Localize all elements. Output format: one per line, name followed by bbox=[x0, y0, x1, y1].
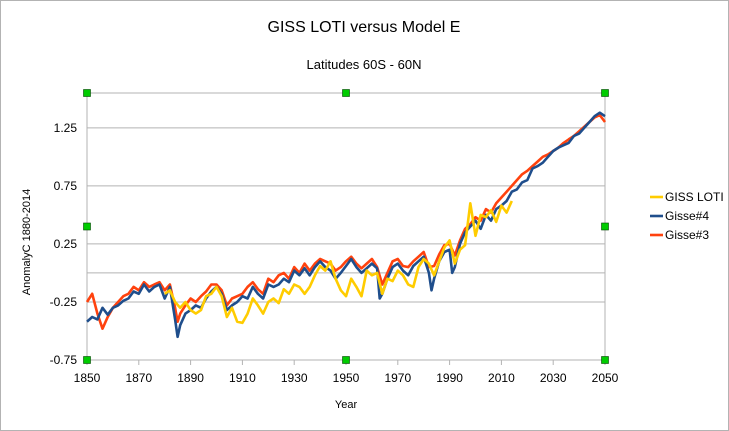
y-tick-label: 0.25 bbox=[54, 237, 78, 251]
y-tick-label: -0.75 bbox=[50, 353, 78, 367]
resize-handle[interactable] bbox=[601, 356, 609, 364]
legend-label: Gisse#3 bbox=[665, 228, 709, 242]
series-layer bbox=[85, 111, 607, 339]
series-line-gisse-4 bbox=[86, 111, 606, 339]
series-line-gisse-3 bbox=[85, 113, 607, 331]
resize-handle[interactable] bbox=[601, 89, 609, 97]
resize-handle[interactable] bbox=[342, 356, 350, 364]
x-tick-label: 1870 bbox=[125, 371, 152, 385]
chart-title: GISS LOTI versus Model E bbox=[268, 19, 461, 36]
x-tick-label: 1930 bbox=[281, 371, 308, 385]
series-line-giss-loti bbox=[163, 200, 513, 325]
resize-handle[interactable] bbox=[342, 89, 350, 97]
resize-handle[interactable] bbox=[601, 222, 609, 231]
x-tick-label: 2050 bbox=[592, 371, 619, 385]
y-tick-label: -0.25 bbox=[50, 295, 78, 309]
x-tick-label: 1890 bbox=[177, 371, 204, 385]
x-tick-label: 1850 bbox=[74, 371, 101, 385]
x-tick-label: 1970 bbox=[384, 371, 411, 385]
grid-lines bbox=[86, 92, 606, 365]
x-tick-labels: 1850 1870 1890 1910 1930 1950 1970 1990 2010 2030… bbox=[74, 371, 619, 385]
x-tick-label: 2030 bbox=[540, 371, 567, 385]
y-tick-labels: 1.25 0.75 0.25 -0.25 -0.75 bbox=[50, 121, 78, 367]
y-axis-title: AnomalyC 1880-2014 bbox=[21, 189, 33, 295]
y-tick-label: 1.25 bbox=[54, 121, 78, 135]
selection-handles[interactable] bbox=[83, 89, 609, 364]
resize-handle[interactable] bbox=[83, 356, 91, 364]
legend: GISS LOTI Gisse#4 Gisse#3 bbox=[650, 190, 724, 242]
x-tick-label: 1990 bbox=[436, 371, 463, 385]
x-tick-label: 2010 bbox=[488, 371, 515, 385]
chart-subtitle: Latitudes 60S - 60N bbox=[307, 57, 422, 72]
legend-label: GISS LOTI bbox=[665, 190, 724, 204]
legend-label: Gisse#4 bbox=[665, 209, 709, 223]
x-tick-label: 1910 bbox=[229, 371, 256, 385]
x-tick-label: 1950 bbox=[333, 371, 360, 385]
resize-handle[interactable] bbox=[83, 222, 91, 231]
x-axis-title: Year bbox=[335, 399, 358, 411]
y-tick-label: 0.75 bbox=[54, 179, 78, 193]
resize-handle[interactable] bbox=[83, 89, 91, 97]
